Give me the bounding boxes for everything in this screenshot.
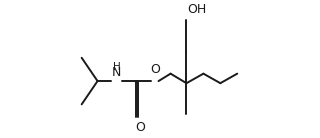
Text: O: O xyxy=(135,121,145,134)
Text: O: O xyxy=(150,63,160,76)
Text: H: H xyxy=(113,62,120,71)
Text: N: N xyxy=(112,66,121,79)
Text: OH: OH xyxy=(188,3,207,17)
